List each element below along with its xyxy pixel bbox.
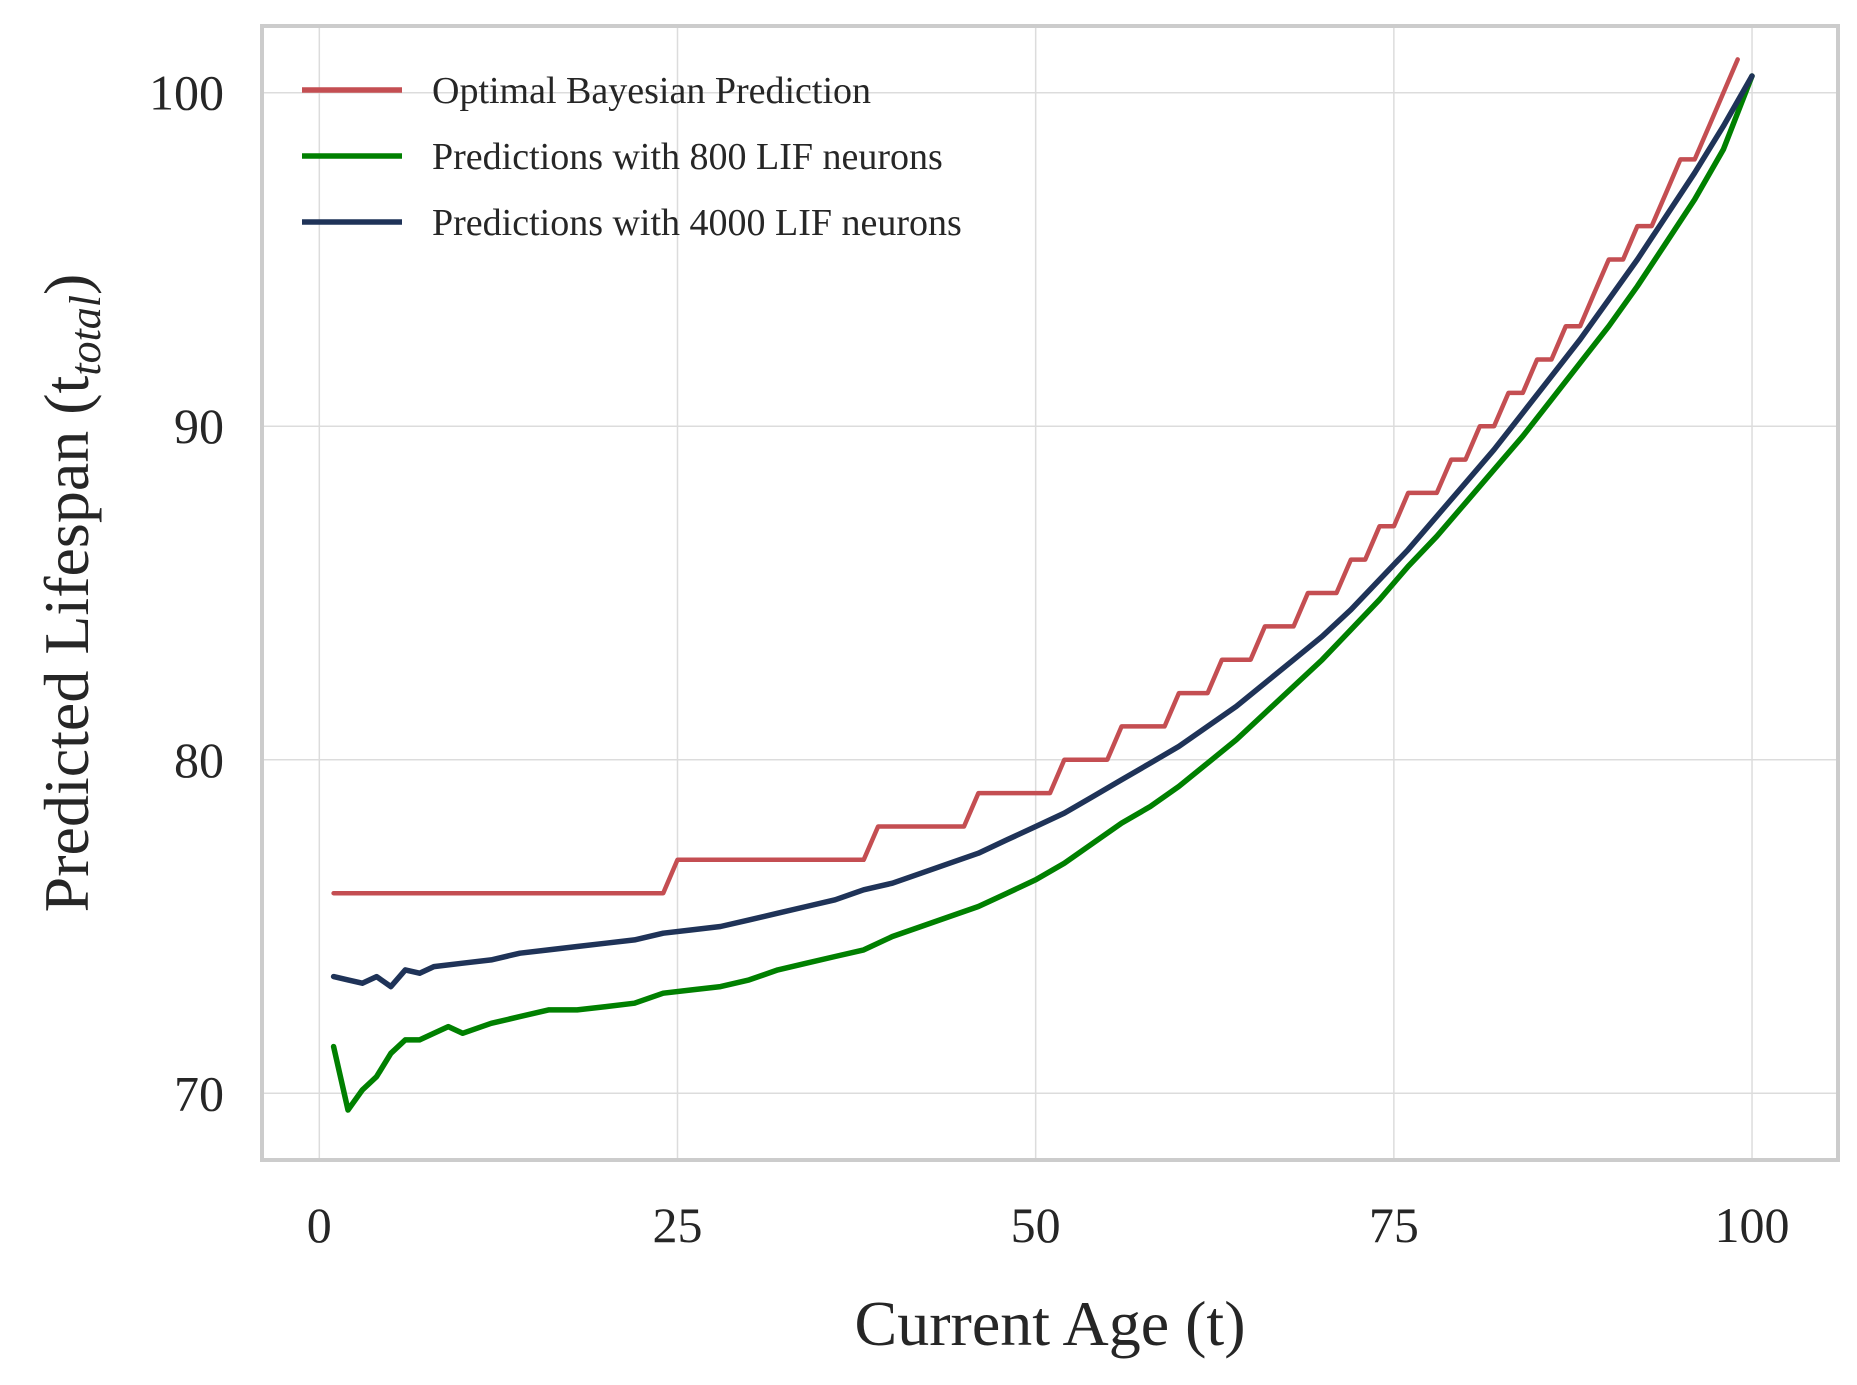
x-tick-label: 0	[307, 1197, 332, 1253]
x-tick-label: 100	[1715, 1197, 1790, 1253]
series-line-1	[331, 57, 1740, 896]
legend-label-2: Predictions with 800 LIF neurons	[432, 136, 943, 178]
x-tick-label: 50	[1011, 1197, 1061, 1253]
x-axis-ticks: 0 25 50 75 100	[307, 1197, 1790, 1253]
x-axis-title: Current Age (t)	[855, 1288, 1246, 1359]
y-tick-label: 100	[149, 65, 224, 121]
y-tick-label: 90	[174, 398, 224, 454]
y-axis-title-close: )	[31, 274, 102, 295]
y-axis-title-subscript: total	[61, 295, 110, 376]
y-axis-title-main: Predicted Lifespan (t	[31, 375, 102, 912]
legend-label-1: Optimal Bayesian Prediction	[432, 70, 871, 112]
grid-lines	[262, 26, 1838, 1160]
series-layer	[330, 57, 1755, 1113]
y-axis-title: Predicted Lifespan (ttotal)	[31, 274, 110, 913]
legend-label-3: Predictions with 4000 LIF neurons	[432, 202, 962, 244]
plot-frame	[260, 24, 1840, 1162]
y-tick-label: 80	[174, 732, 224, 788]
x-tick-label: 25	[652, 1197, 702, 1253]
series-line-2	[330, 73, 1755, 1113]
y-tick-label: 70	[174, 1065, 224, 1121]
series-line-3	[330, 73, 1755, 990]
y-axis-ticks: 70 80 90 100	[149, 65, 224, 1122]
legend: Optimal Bayesian Prediction Predictions w…	[302, 70, 962, 244]
x-tick-label: 75	[1369, 1197, 1419, 1253]
